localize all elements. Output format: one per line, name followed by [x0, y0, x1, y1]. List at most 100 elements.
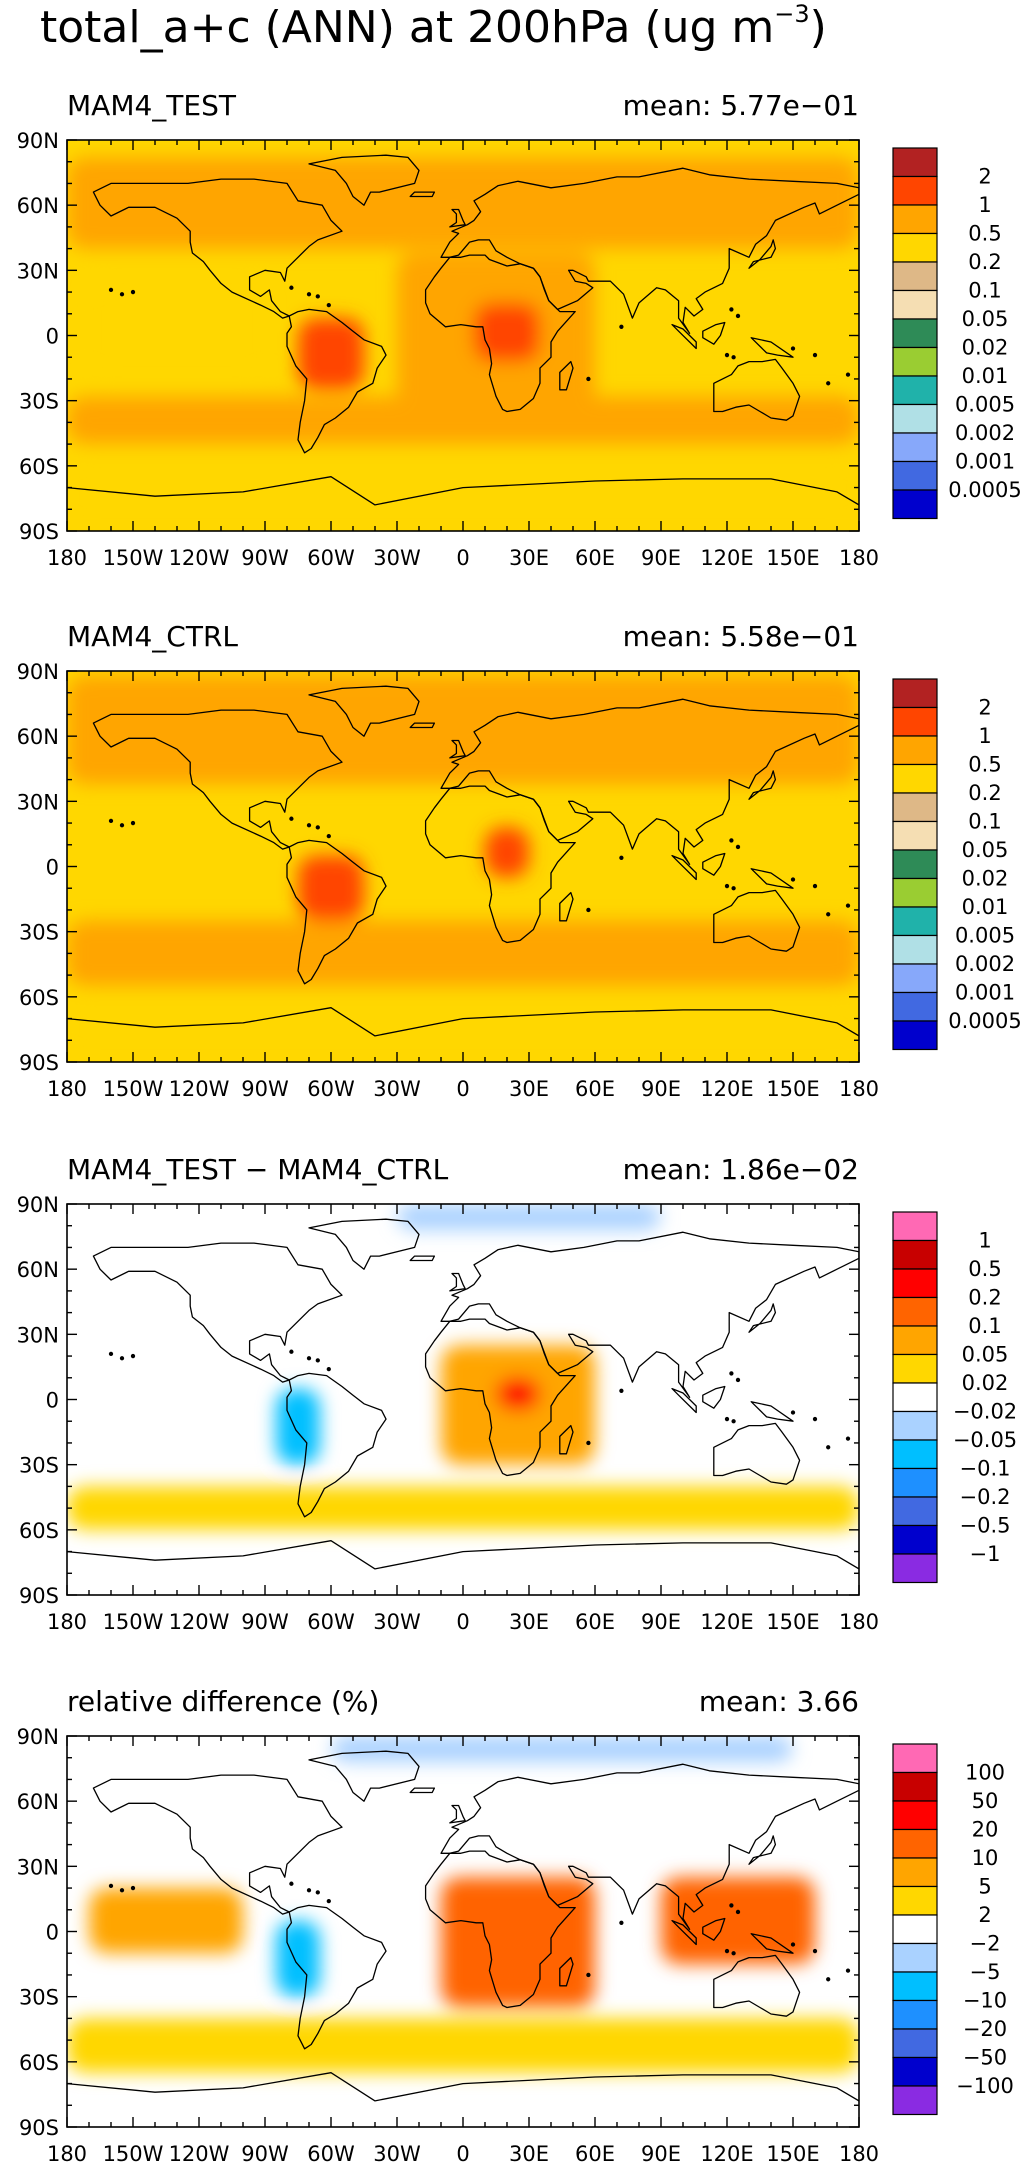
island-dot	[735, 313, 741, 319]
coastline-12	[409, 1255, 436, 1262]
colorbar-label: 0.2	[968, 250, 1001, 274]
island-dot	[119, 823, 125, 828]
field-region-3	[298, 318, 364, 390]
lon-tick-label: 180	[839, 1077, 879, 1101]
lon-tick-label: 180	[47, 2142, 87, 2166]
lon-tick-label: 90W	[241, 546, 289, 570]
lat-tick-label: 0	[46, 856, 59, 880]
field-region-2	[89, 1888, 243, 1954]
lon-tick-label: 30W	[373, 1077, 421, 1101]
colorbar-swatch	[892, 1268, 938, 1299]
colorbar-label: 0.5	[968, 753, 1001, 777]
panel-left-title: MAM4_TEST	[67, 89, 237, 122]
island-dot	[790, 1410, 796, 1415]
coastline-0	[92, 709, 343, 850]
lon-tick-label: 30W	[373, 1610, 421, 1634]
colorbar-label: 0.05	[962, 838, 1009, 862]
colorbar-label: 0.002	[955, 421, 1015, 445]
colorbar-label: 2	[978, 165, 991, 189]
colorbar-label: 0.1	[968, 279, 1001, 303]
lat-tick-label: 0	[46, 1921, 59, 1945]
colorbar-label: 50	[972, 1789, 999, 1813]
colorbar-label: −20	[963, 2017, 1007, 2041]
colorbar: 2 1 0.5 0.2 0.1 0.05 0.02 0.01 0.005 0.002 0.001 0.…	[892, 147, 1022, 520]
lat-tick-label: 30N	[17, 790, 59, 814]
lon-tick-label: 90E	[641, 1077, 681, 1101]
lon-tick-label: 120W	[169, 546, 230, 570]
island-dot	[735, 1909, 741, 1915]
colorbar-label: 20	[972, 1818, 999, 1842]
colorbar-label: 0.005	[955, 924, 1015, 948]
island-dot	[306, 1888, 312, 1893]
colorbar-label: 0.1	[968, 810, 1001, 834]
field-region-3	[67, 1486, 859, 1530]
colorbar-label: 1	[978, 724, 991, 748]
lon-tick-label: 150W	[103, 1610, 164, 1634]
colorbar-swatch	[892, 1020, 938, 1051]
island-dot	[724, 883, 730, 889]
coastline-8	[702, 1385, 726, 1409]
panel-right-title: mean: 5.58e−01	[623, 620, 859, 653]
colorbar-label: 5	[978, 1875, 991, 1899]
field-region-2	[276, 1388, 320, 1465]
coastline-11	[449, 208, 466, 228]
island-dot	[729, 1371, 734, 1376]
colorbar-label: 0.02	[962, 867, 1009, 891]
panel-right-title: mean: 1.86e−02	[623, 1153, 859, 1186]
island-dot	[306, 1356, 312, 1361]
coastline-5	[308, 1218, 420, 1270]
island-dot	[790, 346, 796, 351]
colorbar-swatch	[892, 991, 938, 1022]
lat-tick-label: 60N	[17, 1258, 59, 1282]
island-dot	[619, 324, 624, 329]
colorbar-label: 0.0005	[948, 1009, 1021, 1033]
island-dot	[586, 1440, 591, 1446]
colorbar-swatch	[892, 1496, 938, 1527]
lat-tick-label: 90N	[17, 129, 59, 153]
colorbar-swatch	[892, 1914, 938, 1945]
colorbar-label: 100	[965, 1761, 1005, 1785]
colorbar-label: 0.001	[955, 450, 1015, 474]
island-dot	[845, 903, 851, 908]
lon-tick-label: 150E	[766, 1077, 819, 1101]
colorbar-swatch	[892, 763, 938, 794]
colorbar-label: 0.005	[955, 393, 1015, 417]
island-dot	[812, 352, 818, 358]
island-dot	[315, 294, 320, 299]
coastline-13	[67, 1540, 859, 1570]
island-dot	[731, 886, 736, 891]
figure-title: total_a+c (ANN) at 200hPa (ug m−3)	[40, 0, 827, 53]
island-dot	[130, 1353, 136, 1359]
island-dot	[731, 1419, 736, 1424]
island-dot	[826, 912, 831, 917]
lat-tick-label: 30S	[19, 921, 59, 945]
colorbar-swatch	[892, 2056, 938, 2087]
lon-tick-label: 30E	[509, 2142, 549, 2166]
colorbar-label: 10	[972, 1846, 999, 1870]
colorbar-swatch	[892, 204, 938, 235]
island-dot	[724, 1416, 730, 1422]
panel-left-title: MAM4_CTRL	[67, 620, 238, 653]
island-dot	[315, 825, 320, 830]
coastline-1	[286, 308, 387, 454]
coastline-8	[702, 1917, 726, 1941]
coastline-10	[748, 1303, 777, 1333]
colorbar-label: 0.01	[962, 364, 1009, 388]
colorbar-swatch	[892, 1857, 938, 1888]
lon-tick-label: 0	[456, 2142, 469, 2166]
colorbar-swatch	[892, 1524, 938, 1555]
lon-tick-label: 90E	[641, 546, 681, 570]
coastline-1	[286, 1372, 387, 1518]
island-dot	[812, 883, 818, 889]
island-dot	[619, 855, 624, 860]
island-dot	[790, 1942, 796, 1947]
island-dot	[130, 820, 136, 826]
colorbar-swatch	[892, 1296, 938, 1327]
field-region-4	[67, 992, 859, 1062]
coastline-5	[308, 1750, 420, 1802]
coastline-0	[92, 178, 343, 319]
lon-tick-label: 150E	[766, 546, 819, 570]
island-dot	[735, 1377, 741, 1383]
field-region-4	[331, 1736, 793, 1763]
